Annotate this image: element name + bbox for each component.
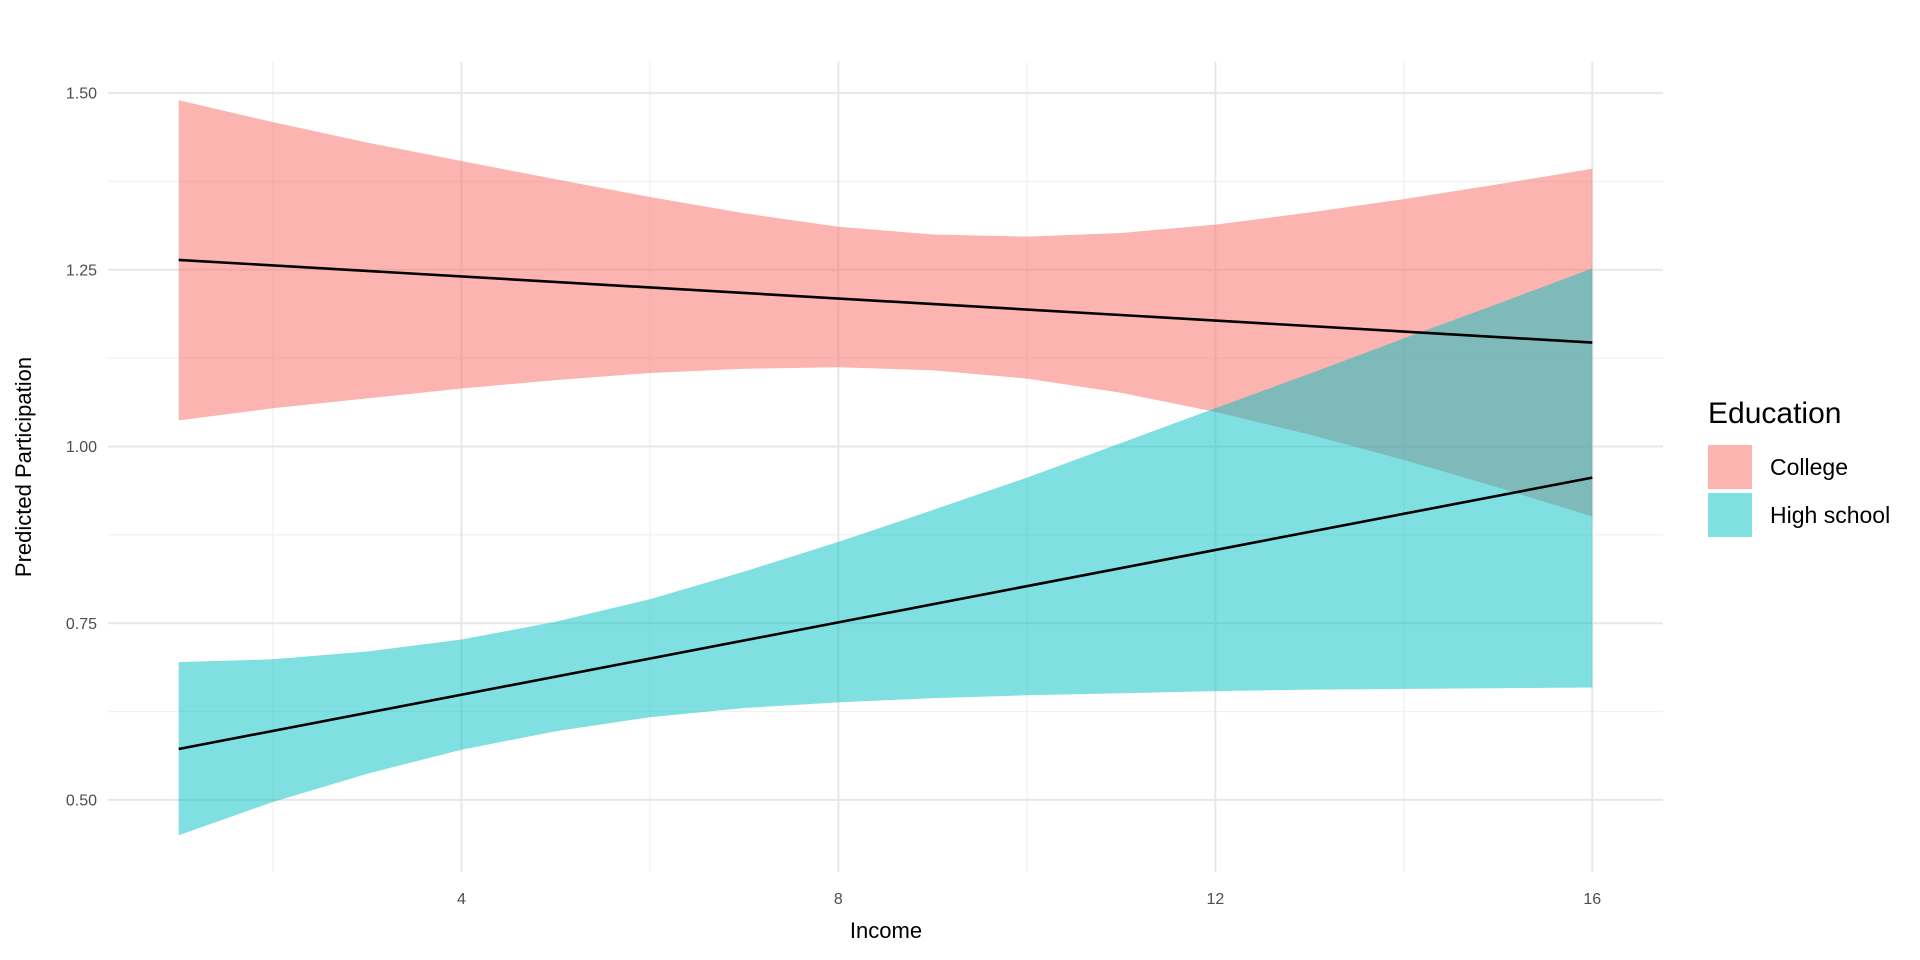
legend: Education College High school	[1708, 399, 1890, 541]
legend-swatch-college	[1708, 445, 1752, 489]
college-line	[178, 258, 1593, 344]
y-tick-label: 0.75	[66, 616, 97, 633]
y-axis-title: Predicted Participation	[11, 356, 36, 578]
legend-item-high-school: High school	[1708, 493, 1890, 537]
high-school-line	[178, 476, 1593, 751]
x-tick-label: 4	[457, 891, 466, 908]
y-tick-label: 1.25	[66, 262, 97, 279]
legend-items: College High school	[1708, 445, 1890, 537]
high-school-ribbon	[178, 268, 1593, 836]
legend-swatch-high-school	[1708, 493, 1752, 537]
x-tick-label: 8	[834, 891, 843, 908]
legend-label-college: College	[1770, 453, 1848, 480]
x-axis-title: Income	[849, 918, 923, 943]
y-tick-label: 0.50	[66, 793, 97, 810]
y-tick-label: 1.00	[66, 439, 97, 456]
y-tick-label: 1.50	[66, 86, 97, 103]
x-tick-label: 12	[1206, 891, 1224, 908]
x-tick-label: 16	[1583, 891, 1601, 908]
legend-item-college: College	[1708, 445, 1890, 489]
legend-title: Education	[1708, 397, 1842, 430]
legend-label-high-school: High school	[1770, 501, 1891, 528]
